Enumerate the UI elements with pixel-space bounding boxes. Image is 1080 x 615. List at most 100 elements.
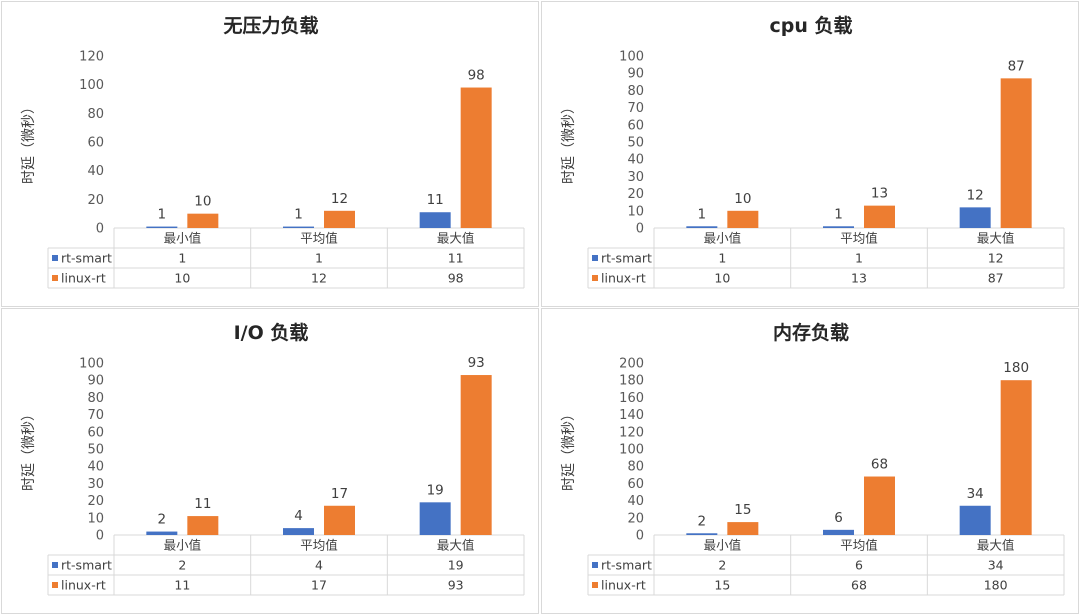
- y-tick-label: 20: [627, 187, 644, 202]
- y-axis-label: 时延（微秒）: [21, 100, 37, 184]
- bar-linux-rt: [1000, 380, 1032, 535]
- y-tick-label: 100: [619, 443, 644, 458]
- data-label: 10: [734, 191, 751, 207]
- category-label: 平均值: [300, 538, 338, 553]
- data-label: 6: [834, 510, 843, 526]
- bar-linux-rt: [864, 476, 895, 535]
- y-tick-label: 100: [619, 50, 644, 65]
- y-tick-label: 100: [79, 357, 104, 372]
- y-tick-label: 70: [87, 408, 104, 423]
- bar-rt-smart: [823, 226, 854, 228]
- y-tick-label: 10: [87, 511, 104, 526]
- y-tick-label: 180: [619, 374, 644, 389]
- data-label: 15: [734, 502, 751, 518]
- data-label: 10: [194, 194, 211, 210]
- y-tick-label: 200: [619, 357, 644, 372]
- table-value: 1: [718, 251, 726, 266]
- category-label: 最大值: [437, 231, 475, 246]
- table-value: 10: [174, 271, 190, 286]
- y-axis-label: 时延（微秒）: [21, 407, 37, 491]
- legend-series-name: rt-smart: [601, 558, 652, 573]
- bar-linux-rt: [460, 375, 492, 535]
- chart-svg: 无压力负载时延（微秒）020406080100120110112 1198最小值平…: [21, 14, 525, 289]
- category-label: 最大值: [977, 538, 1015, 553]
- legend-swatch: [592, 562, 598, 568]
- chart-title: I/O 负载: [234, 321, 309, 344]
- data-label: 68: [871, 457, 888, 473]
- data-label: 12: [331, 191, 348, 207]
- y-tick-label: 100: [79, 78, 104, 93]
- data-label: 34: [967, 486, 984, 502]
- y-tick-label: 160: [619, 391, 644, 406]
- legend-swatch: [592, 255, 598, 261]
- chart-panel-cpu-load: cpu 负载 时延（微秒） 0 10 20 30 40 50 60 70 80 90 100 1 10 1 13…: [541, 1, 1079, 307]
- legend-swatch: [52, 562, 58, 568]
- chart-title: 内存负载: [773, 321, 849, 344]
- bar-linux-rt: [1000, 78, 1032, 228]
- legend-series-name: linux-rt: [61, 271, 106, 286]
- data-label: 11: [194, 496, 211, 512]
- y-tick-label: 80: [87, 107, 104, 122]
- category-label: 平均值: [840, 538, 878, 553]
- bar-linux-rt: [187, 516, 219, 535]
- table-value: 12: [311, 271, 327, 286]
- table-value: 11: [448, 251, 464, 266]
- table-value: 87: [988, 271, 1004, 286]
- category-label: 平均值: [300, 231, 338, 246]
- data-label: 180: [1003, 360, 1029, 376]
- bar-rt-smart: [686, 226, 718, 228]
- category-label: 最大值: [977, 231, 1015, 246]
- chart-svg: cpu 负载时延（微秒）0102030405060708090100110113…: [561, 14, 1065, 289]
- table-value: 17: [311, 578, 327, 593]
- legend-series-name: linux-rt: [61, 578, 106, 593]
- legend-series-name: linux-rt: [601, 271, 646, 286]
- data-label: 1: [834, 206, 843, 222]
- data-label: 4: [294, 508, 303, 524]
- table-value: 12: [988, 251, 1004, 266]
- chart-panel-no-load: 无压力负载 时延（微秒） 0 20 40 60 80 100 120 1 10 1 12 11 98 最小值平…: [1, 1, 539, 307]
- table-value: 10: [714, 271, 730, 286]
- bar-rt-smart: [419, 502, 451, 535]
- legend-swatch: [52, 275, 58, 281]
- table-value: 2: [178, 558, 186, 573]
- y-tick-label: 140: [619, 408, 644, 423]
- y-tick-label: 20: [87, 494, 104, 509]
- y-tick-label: 20: [87, 193, 104, 208]
- bar-linux-rt: [727, 210, 759, 228]
- chart-panel-io-load: I/O 负载 时延（微秒） 0 10 20 30 40 50 60 70 80 90 100 2 11 4 17…: [1, 308, 539, 614]
- data-label: 87: [1008, 58, 1025, 74]
- y-tick-label: 50: [627, 136, 644, 151]
- data-label: 1: [158, 207, 167, 223]
- y-tick-label: 90: [87, 374, 104, 389]
- chart-title: cpu 负载: [769, 14, 852, 37]
- data-label: 1: [294, 207, 303, 223]
- chart-panel-memory-load: 内存负载 时延（微秒） 0 20 40 60 80 100 120 140 160 180 200 2 15…: [541, 308, 1079, 614]
- y-tick-label: 80: [87, 391, 104, 406]
- data-label: 2: [158, 512, 167, 528]
- y-tick-label: 80: [627, 460, 644, 475]
- y-tick-label: 40: [87, 460, 104, 475]
- legend-series-name: rt-smart: [601, 251, 652, 266]
- bar-rt-smart: [686, 533, 718, 535]
- data-label: 98: [468, 68, 485, 84]
- legend-swatch: [592, 275, 598, 281]
- data-label: 2: [698, 513, 707, 529]
- y-tick-label: 40: [627, 494, 644, 509]
- bar-linux-rt: [187, 213, 219, 228]
- y-tick-label: 50: [87, 443, 104, 458]
- table-value: 2: [718, 558, 726, 573]
- y-tick-label: 60: [627, 477, 644, 492]
- bar-rt-smart: [959, 207, 991, 228]
- y-tick-label: 0: [636, 222, 644, 237]
- y-axis-label: 时延（微秒）: [561, 100, 577, 184]
- table-value: 4: [315, 558, 323, 573]
- bar-rt-smart: [146, 226, 178, 228]
- table-value: 34: [988, 558, 1004, 573]
- y-tick-label: 30: [627, 170, 644, 185]
- table-value: 13: [851, 271, 867, 286]
- bar-rt-smart: [283, 528, 314, 535]
- y-tick-label: 90: [627, 67, 644, 82]
- y-tick-label: 0: [96, 222, 104, 237]
